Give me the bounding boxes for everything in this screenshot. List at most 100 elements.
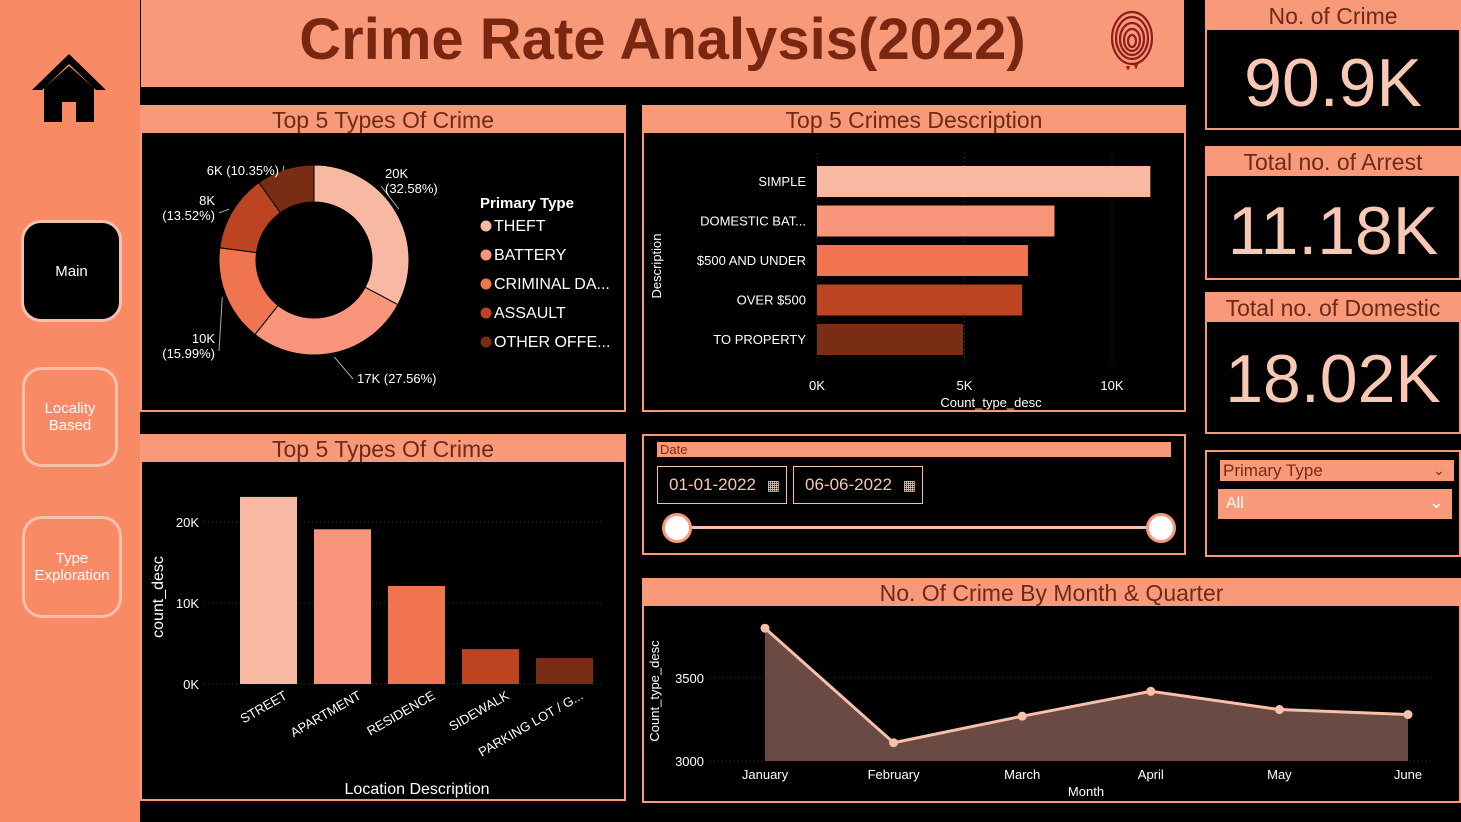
chevron-down-icon: ⌄: [1428, 492, 1444, 512]
bar: [817, 205, 1055, 237]
bar: [817, 166, 1151, 197]
bar: [240, 496, 297, 684]
x-tick-label: February: [868, 767, 921, 782]
desc-bar-chart: 0K 5K 10K SIMPLE DOMESTIC BAT... $500 AND UND…: [649, 153, 1151, 410]
bar: [388, 585, 445, 684]
calendar-icon[interactable]: ▦: [902, 477, 916, 493]
x-axis-title: Location Description: [345, 781, 490, 798]
y-tick-label: OVER $500: [737, 293, 806, 308]
y-tick-label: 3500: [675, 671, 704, 686]
donut-slice: [258, 164, 315, 214]
nav-type-button[interactable]: Type Exploration: [22, 516, 122, 618]
x-tick-label: APARTMENT: [288, 688, 364, 741]
home-icon[interactable]: [30, 50, 108, 126]
legend-label: CRIMINAL DA...: [494, 276, 610, 293]
y-axis-title: Count_type_desc: [647, 640, 662, 742]
data-point: [1274, 705, 1284, 715]
x-tick-label: April: [1138, 767, 1164, 782]
bar: [817, 284, 1023, 316]
nav-main-label: Main: [55, 262, 88, 280]
kpi-domestic-card: Total no. of Domestic 18.02K: [1205, 292, 1461, 434]
donut-chart: 20K(32.58%) 17K (27.56%) 10K(15.99%) 8K(13.…: [162, 163, 610, 386]
date-slicer: Date 01-01-2022 ▦ 06-06-2022 ▦: [642, 434, 1186, 555]
legend-label: OTHER OFFE...: [494, 334, 610, 351]
sidebar: Main Locality Based Type Exploration: [0, 0, 140, 822]
donut-leader-line: [282, 165, 285, 172]
bar: [462, 649, 519, 684]
bar: [817, 324, 964, 355]
page-title: Crime Rate Analysis(2022): [299, 7, 1026, 72]
date-slider-track[interactable]: [677, 526, 1162, 529]
donut-data-pct: (15.99%): [162, 346, 215, 361]
calendar-icon[interactable]: ▦: [766, 477, 780, 493]
x-tick-label: January: [742, 767, 789, 782]
location-title: Top 5 Types Of Crime: [142, 436, 624, 462]
legend-marker: [480, 307, 492, 319]
legend-label: THEFT: [494, 218, 546, 235]
start-date-value: 01-01-2022: [669, 475, 756, 494]
date-slider-start-handle[interactable]: [662, 513, 692, 543]
nav-type-label: Type Exploration: [34, 550, 110, 584]
x-tick-label: 5K: [957, 378, 973, 393]
month-area-chart: 3000 3500 January February March April May June…: [647, 623, 1434, 799]
donut-leader-line: [218, 208, 230, 214]
kpi-arrest-card: Total no. of Arrest 11.18K: [1205, 146, 1461, 280]
x-tick-label: 0K: [809, 378, 825, 393]
donut-data-label: 17K (27.56%): [357, 371, 437, 386]
y-axis-title: count_desc: [150, 556, 167, 638]
start-date-input[interactable]: 01-01-2022 ▦: [657, 466, 787, 504]
donut-slice: [254, 286, 399, 356]
y-tick-label: 0K: [183, 677, 199, 692]
end-date-input[interactable]: 06-06-2022 ▦: [793, 466, 923, 504]
y-tick-label: DOMESTIC BAT...: [700, 214, 806, 229]
kpi-crime-label: No. of Crime: [1207, 2, 1459, 30]
chevron-down-icon: ⌄: [1433, 462, 1445, 478]
type-filter-label: Primary Type: [1220, 460, 1454, 481]
y-tick-label: 20K: [176, 515, 199, 530]
data-point: [889, 738, 899, 748]
nav-main-button[interactable]: Main: [21, 220, 122, 322]
date-slider-end-handle[interactable]: [1146, 513, 1176, 543]
x-tick-label: STREET: [238, 688, 290, 727]
nav-locality-label: Locality Based: [44, 400, 96, 434]
legend-title: Primary Type: [480, 195, 574, 212]
x-tick-label: March: [1004, 767, 1040, 782]
x-axis-title: Count_type_desc: [940, 395, 1042, 410]
legend-marker: [480, 278, 492, 290]
title-bar: Crime Rate Analysis(2022): [141, 0, 1184, 87]
y-tick-label: TO PROPERTY: [713, 332, 806, 347]
location-panel: Top 5 Types Of Crime 0K 10K 20K STREET APART…: [140, 434, 626, 801]
donut-data-label: 8K: [199, 193, 215, 208]
y-tick-label: 10K: [176, 596, 199, 611]
kpi-domestic-value: 18.02K: [1225, 341, 1441, 417]
donut-data-label: 6K (10.35%): [207, 163, 279, 178]
x-tick-label: May: [1267, 767, 1292, 782]
desc-title: Top 5 Crimes Description: [644, 107, 1184, 133]
kpi-domestic-label: Total no. of Domestic: [1207, 294, 1459, 322]
x-tick-label: June: [1394, 767, 1422, 782]
area-line: [764, 627, 1409, 745]
donut-data-label: 10K: [192, 331, 215, 346]
donut-data-pct: (13.52%): [162, 208, 215, 223]
bar: [536, 658, 593, 684]
kpi-crime-value: 90.9K: [1244, 45, 1422, 121]
nav-locality-button[interactable]: Locality Based: [22, 367, 118, 467]
x-tick-label: RESIDENCE: [364, 687, 437, 738]
donut-leader-line: [380, 185, 400, 210]
x-tick-label: SIDEWALK: [446, 687, 512, 734]
type-filter-select[interactable]: All ⌄: [1218, 489, 1452, 519]
data-point: [1403, 710, 1413, 720]
data-point: [1146, 686, 1156, 696]
donut-data-pct: (32.58%): [385, 181, 438, 196]
y-tick-label: 3000: [675, 754, 704, 769]
area-fill: [765, 628, 1408, 761]
data-point: [760, 623, 770, 633]
data-point: [1017, 711, 1027, 721]
donut-slice: [313, 164, 410, 306]
donut-leader-line: [333, 356, 354, 380]
bar: [817, 245, 1028, 276]
month-panel: No. Of Crime By Month & Quarter 3000 3500…: [642, 578, 1461, 803]
desc-panel: Top 5 Crimes Description 0K 5K 10K SIMPLE DO…: [642, 105, 1186, 412]
legend-label: ASSAULT: [494, 305, 566, 322]
